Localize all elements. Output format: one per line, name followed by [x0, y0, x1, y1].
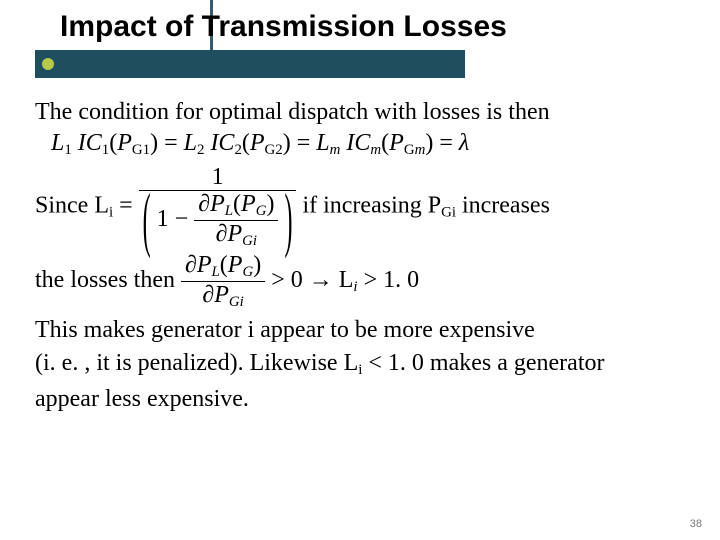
text-line-1: The condition for optimal dispatch with …: [35, 100, 710, 125]
page-number: 38: [690, 518, 702, 530]
equation-2: Since Li = 1 ( 1 − ∂PL(PG) ∂PGi ) if i: [35, 165, 710, 249]
accent-bar: [35, 50, 465, 78]
slide-title: Impact of Transmission Losses: [60, 10, 507, 44]
slide: Impact of Transmission Losses The condit…: [0, 0, 720, 540]
text-line-5: This makes generator i appear to be more…: [35, 318, 710, 343]
equation-3: the losses then ∂PL(PG) ∂PGi > 0 → Li > …: [35, 253, 710, 310]
text-line-7: appear less expensive.: [35, 387, 710, 412]
text-line-6: (i. e. , it is penalized). Likewise Li <…: [35, 351, 710, 379]
bullet-dot-icon: [42, 58, 54, 70]
slide-body: The condition for optimal dispatch with …: [35, 100, 710, 412]
equation-1: L1 IC1(PG1) = L2 IC2(PG2) = Lm ICm(PGm) …: [51, 131, 710, 159]
